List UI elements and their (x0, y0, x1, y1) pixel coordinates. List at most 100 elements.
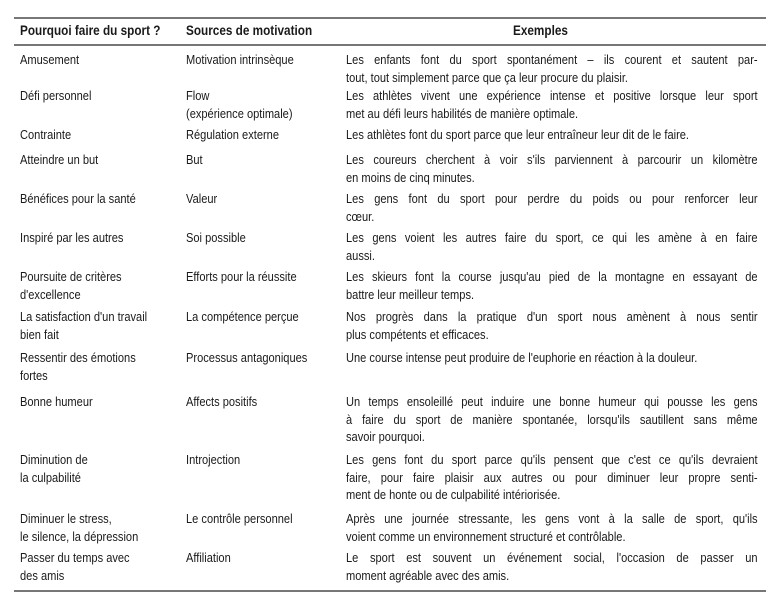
reason-cell: Amusement (20, 51, 79, 69)
cell-line: But (186, 152, 203, 167)
cell-line: Une course intense peut produire de l'eu… (346, 350, 698, 365)
example-cell: Un temps ensoleillé peut induire une bon… (346, 393, 758, 446)
table-bottom-rule (14, 590, 766, 592)
source-cell: Régulation externe (186, 126, 279, 144)
source-cell: Affiliation (186, 549, 231, 567)
cell-line: La satisfaction d'un travail (20, 309, 148, 324)
cell-line: le silence, la dépression (20, 528, 139, 544)
example-cell: Les coureurs cherchent à voir s'ils parv… (346, 151, 758, 186)
source-cell: Introjection (186, 451, 240, 469)
cell-line: Poursuite de critères (20, 269, 122, 284)
example-cell: Le sport est souvent un événement social… (346, 549, 758, 584)
cell-line: Processus antagoniques (186, 350, 308, 365)
example-cell: Les gens font du sport pour perdre du po… (346, 190, 758, 225)
reason-cell: Contrainte (20, 126, 71, 144)
cell-line: à faire du sport de manière spontanée, l… (346, 411, 758, 427)
cell-line: des amis (20, 567, 65, 583)
table-top-rule (14, 17, 766, 19)
source-cell: Flow (expérience optimale) (186, 87, 293, 122)
reason-cell: Bonne humeur (20, 393, 93, 411)
cell-line: d'excellence (20, 286, 81, 302)
example-cell: Les gens font du sport parce qu'ils pens… (346, 451, 758, 504)
source-cell: Le contrôle personnel (186, 510, 293, 528)
cell-line: cœur. (346, 208, 375, 224)
cell-line: Les athlètes vivent une expérience inten… (346, 88, 758, 103)
cell-line: Amusement (20, 52, 80, 67)
cell-line: Les gens font du sport parce qu'ils pens… (346, 452, 758, 467)
source-cell: Motivation intrinsèque (186, 51, 294, 69)
cell-line: moment agréable avec des amis. (346, 567, 510, 583)
cell-line: Les athlètes font du sport parce que leu… (346, 127, 690, 142)
cell-line: tout, tout simplement parce que ça leur … (346, 69, 629, 85)
source-cell: Efforts pour la réussite (186, 268, 297, 286)
header-examples: Exemples (513, 22, 568, 38)
cell-line: Le contrôle personnel (186, 511, 293, 526)
cell-line: faire, pour faire plaisir aux autres ou … (346, 469, 758, 485)
source-cell: Processus antagoniques (186, 349, 307, 367)
example-cell: Une course intense peut produire de l'eu… (346, 349, 758, 367)
reason-cell: Ressentir des émotions fortes (20, 349, 136, 384)
cell-line: Valeur (186, 191, 218, 206)
example-cell: Les skieurs font la course jusqu'au pied… (346, 268, 758, 303)
reason-cell: Passer du temps avec des amis (20, 549, 130, 584)
cell-line: Les enfants font du sport spontanément –… (346, 52, 758, 67)
source-cell: La compétence perçue (186, 308, 299, 326)
cell-line: Défi personnel (20, 88, 92, 103)
cell-line: ment de honte ou de culpabilité intérior… (346, 487, 561, 503)
reason-cell: Diminution de la culpabilité (20, 451, 88, 486)
reason-cell: La satisfaction d'un travail bien fait (20, 308, 147, 343)
source-cell: Affects positifs (186, 393, 257, 411)
reason-cell: Poursuite de critères d'excellence (20, 268, 122, 303)
cell-line: aussi. (346, 247, 375, 263)
cell-line: Contrainte (20, 127, 72, 142)
cell-line: Soi possible (186, 230, 246, 245)
cell-line: Flow (186, 88, 210, 103)
cell-line: La compétence perçue (186, 309, 299, 324)
cell-line: en moins de cinq minutes. (346, 169, 475, 185)
cell-line: Après une journée stressante, les gens v… (346, 511, 758, 526)
example-cell: Les gens voient les autres faire du spor… (346, 229, 758, 264)
cell-line: Atteindre un but (20, 152, 99, 167)
example-cell: Nos progrès dans la pratique d'un sport … (346, 308, 758, 343)
cell-line: Bénéfices pour la santé (20, 191, 136, 206)
cell-line: la culpabilité (20, 469, 81, 485)
cell-line: Les coureurs cherchent à voir s'ils parv… (346, 152, 758, 167)
cell-line: (expérience optimale) (186, 105, 293, 121)
cell-line: Introjection (186, 452, 241, 467)
cell-line: savoir pourquoi. (346, 429, 425, 445)
cell-line: Affiliation (186, 550, 231, 565)
reason-cell: Diminuer le stress, le silence, la dépres… (20, 510, 138, 545)
cell-line: Passer du temps avec (20, 550, 130, 565)
cell-line: Un temps ensoleillé peut induire une bon… (346, 394, 758, 409)
reason-cell: Atteindre un but (20, 151, 98, 169)
example-cell: Les athlètes vivent une expérience inten… (346, 87, 758, 122)
cell-line: Inspiré par les autres (20, 230, 124, 245)
cell-line: Affects positifs (186, 394, 258, 409)
header-source: Sources de motivation (186, 22, 313, 38)
header-reason: Pourquoi faire du sport ? (20, 22, 161, 38)
cell-line: Le sport est souvent un événement social… (346, 550, 758, 565)
reason-cell: Bénéfices pour la santé (20, 190, 136, 208)
cell-line: Les skieurs font la course jusqu'au pied… (346, 269, 758, 284)
cell-line: Les gens font du sport pour perdre du po… (346, 191, 758, 206)
cell-line: Motivation intrinsèque (186, 52, 294, 67)
cell-line: met au défi leurs habilités de manière o… (346, 105, 579, 121)
cell-line: fortes (20, 367, 48, 383)
cell-line: Diminuer le stress, (20, 511, 112, 526)
source-cell: Soi possible (186, 229, 246, 247)
cell-line: plus compétents et efficaces. (346, 326, 489, 342)
example-cell: Après une journée stressante, les gens v… (346, 510, 758, 545)
cell-line: Les gens voient les autres faire du spor… (346, 230, 758, 245)
cell-line: Ressentir des émotions (20, 350, 136, 365)
cell-line: Efforts pour la réussite (186, 269, 297, 284)
cell-line: Nos progrès dans la pratique d'un sport … (346, 309, 758, 324)
cell-line: battre leur meilleur temps. (346, 286, 475, 302)
cell-line: Diminution de (20, 452, 88, 467)
cell-line: voient comme un environnement structuré … (346, 528, 626, 544)
cell-line: Régulation externe (186, 127, 279, 142)
example-cell: Les enfants font du sport spontanément –… (346, 51, 758, 86)
example-cell: Les athlètes font du sport parce que leu… (346, 126, 758, 144)
reason-cell: Inspiré par les autres (20, 229, 123, 247)
reason-cell: Défi personnel (20, 87, 91, 105)
source-cell: But (186, 151, 203, 169)
